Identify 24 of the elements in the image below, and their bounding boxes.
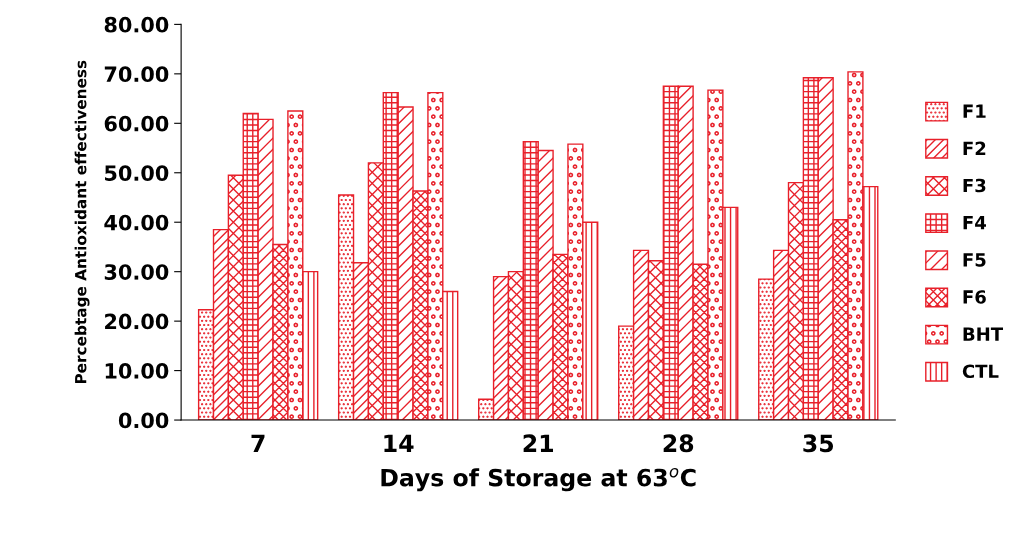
y-tick-label: 50.00	[105, 165, 169, 181]
y-axis-title: Percebtage Antioxidant effectiveness	[74, 60, 90, 384]
x-axis-title: Days of Storage at 63$^{o}$C	[381, 467, 696, 492]
legend-label: F6	[963, 290, 986, 304]
y-tick-label: 80.00	[104, 16, 169, 33]
y-tick-label: 40.00	[104, 214, 169, 231]
y-tick-label: 70.00	[104, 66, 169, 83]
legend-label: F1	[963, 104, 986, 118]
x-tick-label: 7	[251, 434, 265, 452]
legend-label: CTL	[962, 364, 999, 379]
y-tick-label: 30.00	[104, 264, 169, 280]
x-tick-label: 14	[384, 434, 414, 452]
x-tick-label: 35	[803, 434, 834, 453]
legend-label: F2	[963, 141, 986, 155]
y-tick-label: 10.00	[105, 363, 169, 379]
legend-label: BHT	[963, 327, 1004, 341]
x-tick-label: 28	[663, 434, 694, 453]
legend-label: F5	[963, 253, 986, 267]
x-tick-label: 21	[523, 434, 554, 452]
legend-label: F3	[963, 178, 986, 193]
y-tick-label: 0.00	[118, 412, 169, 429]
y-tick-label: 60.00	[104, 115, 169, 132]
legend-label: F4	[963, 216, 986, 230]
y-tick-label: 20.00	[105, 313, 169, 330]
